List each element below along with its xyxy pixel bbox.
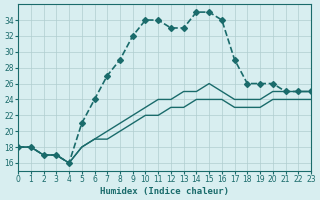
X-axis label: Humidex (Indice chaleur): Humidex (Indice chaleur)	[100, 187, 229, 196]
